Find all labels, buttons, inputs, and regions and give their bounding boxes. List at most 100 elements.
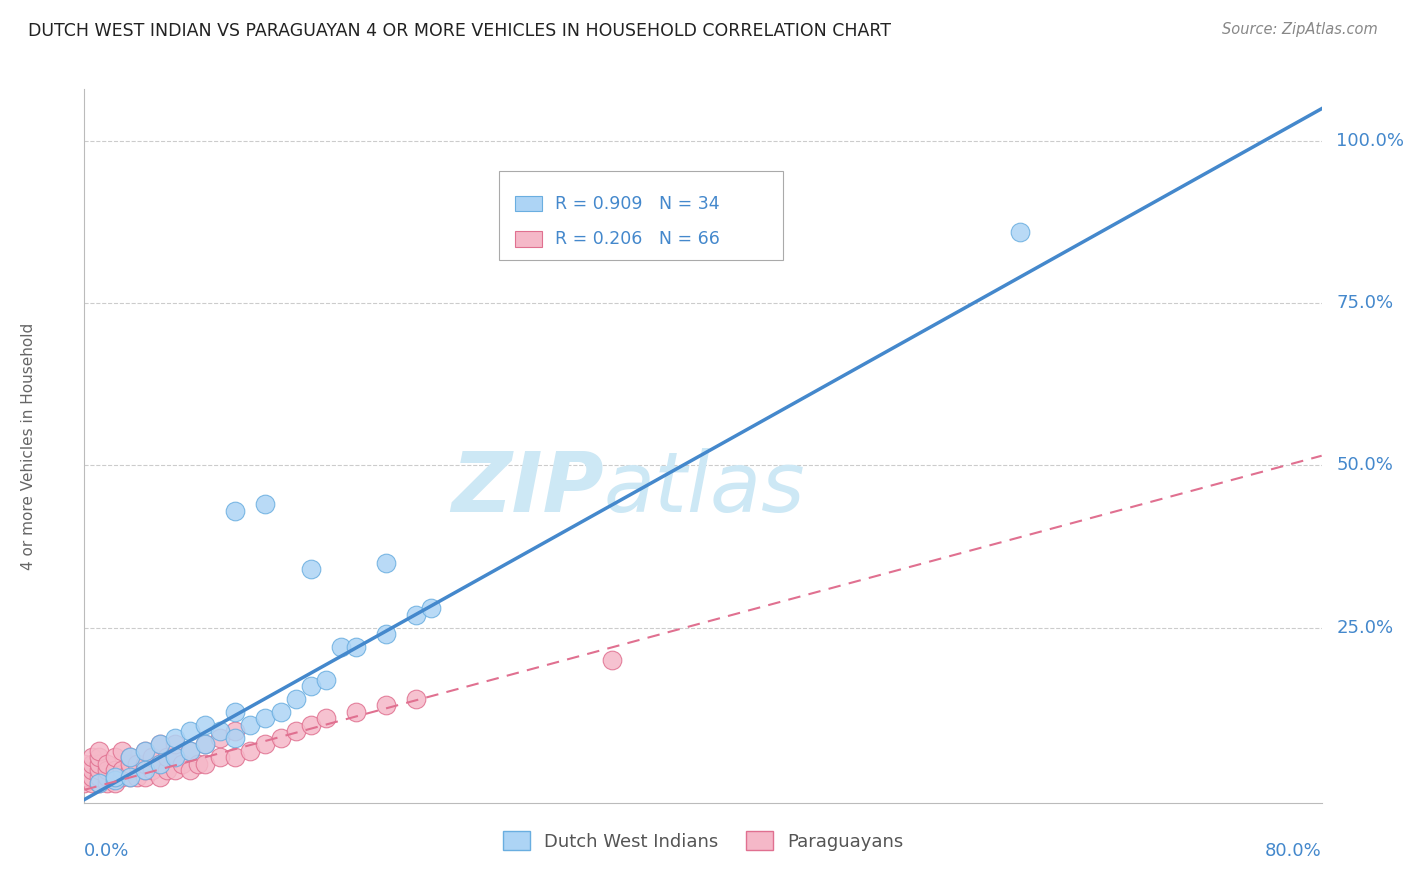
- Text: 50.0%: 50.0%: [1337, 457, 1393, 475]
- Point: [118, 750, 141, 764]
- Point: [194, 738, 217, 752]
- Point: [344, 705, 367, 719]
- Point: [344, 640, 367, 654]
- Point: [127, 770, 149, 784]
- Point: [156, 764, 179, 778]
- Point: [73, 776, 96, 790]
- Point: [299, 718, 322, 732]
- Point: [179, 724, 201, 739]
- Point: [89, 776, 111, 790]
- Point: [163, 764, 186, 778]
- Point: [315, 711, 337, 725]
- Point: [80, 756, 103, 771]
- Point: [111, 770, 134, 784]
- Text: 100.0%: 100.0%: [1337, 132, 1405, 150]
- Point: [405, 607, 427, 622]
- Point: [405, 692, 427, 706]
- Point: [224, 724, 246, 739]
- Point: [80, 770, 103, 784]
- Point: [80, 776, 103, 790]
- Point: [375, 698, 398, 713]
- Point: [103, 776, 125, 790]
- Text: Source: ZipAtlas.com: Source: ZipAtlas.com: [1222, 22, 1378, 37]
- Point: [96, 764, 118, 778]
- Point: [103, 770, 125, 784]
- Point: [96, 770, 118, 784]
- Point: [149, 738, 172, 752]
- Point: [254, 711, 277, 725]
- Point: [375, 556, 398, 570]
- Point: [156, 750, 179, 764]
- Point: [179, 744, 201, 758]
- Text: ZIP: ZIP: [451, 449, 605, 529]
- FancyBboxPatch shape: [499, 171, 783, 260]
- Point: [209, 731, 232, 745]
- Point: [89, 776, 111, 790]
- Point: [118, 750, 141, 764]
- Text: 4 or more Vehicles in Household: 4 or more Vehicles in Household: [21, 322, 37, 570]
- Point: [329, 640, 352, 654]
- Point: [284, 692, 307, 706]
- Point: [103, 750, 125, 764]
- Point: [134, 764, 156, 778]
- Point: [118, 770, 141, 784]
- Point: [315, 673, 337, 687]
- Point: [179, 744, 201, 758]
- Point: [89, 744, 111, 758]
- Point: [420, 601, 443, 615]
- Point: [118, 756, 141, 771]
- Point: [602, 653, 624, 667]
- Point: [103, 773, 125, 788]
- Point: [134, 770, 156, 784]
- Point: [73, 756, 96, 771]
- Point: [103, 770, 125, 784]
- Point: [89, 770, 111, 784]
- Point: [149, 756, 172, 771]
- Point: [209, 724, 232, 739]
- Point: [224, 705, 246, 719]
- Text: R = 0.909   N = 34: R = 0.909 N = 34: [554, 194, 718, 212]
- Text: 80.0%: 80.0%: [1265, 842, 1322, 860]
- Point: [239, 744, 262, 758]
- Point: [141, 764, 163, 778]
- Point: [111, 764, 134, 778]
- Point: [89, 764, 111, 778]
- Point: [163, 731, 186, 745]
- Point: [118, 764, 141, 778]
- Point: [186, 756, 208, 771]
- Point: [194, 718, 217, 732]
- Point: [224, 731, 246, 745]
- Point: [73, 764, 96, 778]
- Point: [194, 756, 217, 771]
- Point: [149, 756, 172, 771]
- Point: [149, 738, 172, 752]
- Point: [270, 731, 292, 745]
- Point: [134, 756, 156, 771]
- Point: [179, 764, 201, 778]
- Point: [89, 750, 111, 764]
- Point: [1008, 225, 1031, 239]
- Point: [134, 744, 156, 758]
- Point: [73, 770, 96, 784]
- FancyBboxPatch shape: [515, 231, 543, 247]
- Point: [96, 756, 118, 771]
- FancyBboxPatch shape: [515, 195, 543, 211]
- Point: [375, 627, 398, 641]
- Point: [299, 562, 322, 576]
- Point: [141, 750, 163, 764]
- Point: [80, 750, 103, 764]
- Point: [127, 756, 149, 771]
- Point: [284, 724, 307, 739]
- Point: [209, 750, 232, 764]
- Point: [163, 750, 186, 764]
- Point: [224, 504, 246, 518]
- Point: [134, 764, 156, 778]
- Point: [239, 718, 262, 732]
- Text: 75.0%: 75.0%: [1337, 294, 1393, 312]
- Point: [80, 764, 103, 778]
- Point: [194, 738, 217, 752]
- Text: 0.0%: 0.0%: [84, 842, 129, 860]
- Point: [299, 679, 322, 693]
- Point: [163, 750, 186, 764]
- Point: [134, 744, 156, 758]
